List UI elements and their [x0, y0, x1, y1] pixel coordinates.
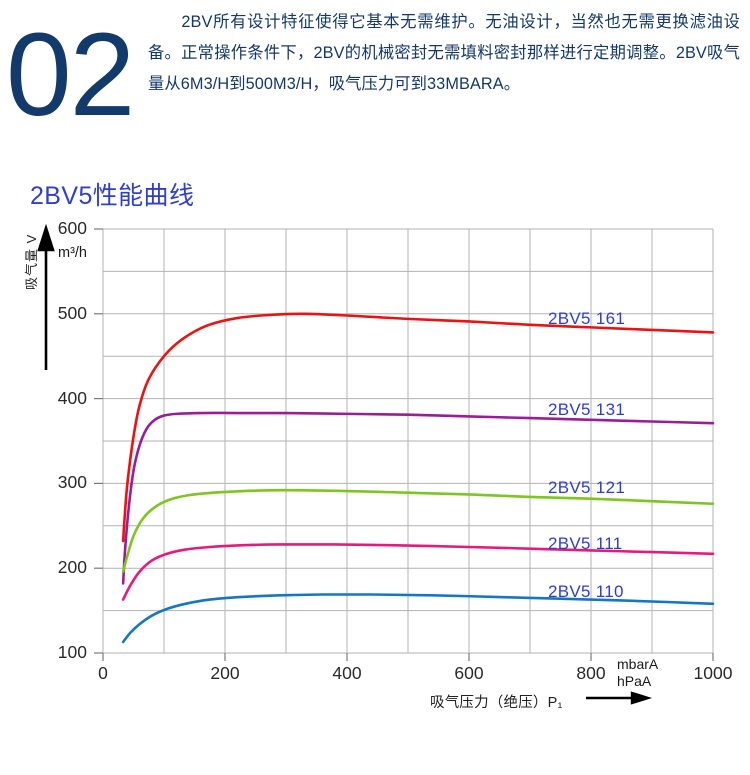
- curve-label-2bv5-111: 2BV5 111: [548, 534, 623, 553]
- chart-title: 2BV5性能曲线: [30, 182, 195, 210]
- x-tick-label: 800: [576, 663, 606, 683]
- x-tick-label: 600: [454, 663, 484, 683]
- curve-2bv5-161: [121, 312, 715, 543]
- y-tick-label: 100: [57, 642, 87, 662]
- x-tick-label: 400: [332, 663, 362, 683]
- curve-2bv5-110: [121, 593, 715, 644]
- x-axis-caption: 吸气压力（绝压）P₁: [430, 695, 563, 711]
- y-axis-unit: m³/h: [58, 245, 87, 261]
- x-axis-arrow-icon: [586, 691, 653, 705]
- curve-2bv5-111: [121, 543, 715, 601]
- y-tick-label: 500: [57, 302, 87, 323]
- curve-label-2bv5-121: 2BV5 121: [548, 478, 626, 497]
- y-tick-label: 400: [57, 387, 87, 408]
- curve-label-2bv5-161: 2BV5 161: [548, 309, 626, 328]
- x-axis-unit: mbarA hPaA: [617, 656, 658, 690]
- section-paragraph: 2BV所有设计特征使得它基本无需维护。无油设计，当然也无需更换滤油设备。正常操作…: [148, 13, 740, 93]
- y-axis-caption: 吸气量 V: [24, 233, 39, 290]
- x-axis-unit-line2: hPaA: [617, 673, 652, 689]
- x-axis-unit-line1: mbarA: [617, 656, 659, 672]
- y-tick-label: 200: [57, 557, 87, 578]
- curve-2bv5-121: [121, 488, 715, 573]
- curve-2bv5-131: [121, 411, 715, 585]
- curve-label-2bv5-110: 2BV5 110: [548, 582, 624, 601]
- x-tick-label: 0: [98, 663, 108, 683]
- y-tick-label: 600: [57, 218, 87, 238]
- x-tick-label: 1000: [693, 663, 733, 683]
- x-tick-label: 200: [210, 663, 240, 683]
- y-axis-arrow-icon: [37, 223, 55, 370]
- curve-label-2bv5-131: 2BV5 131: [548, 400, 626, 419]
- header-section: 02 2BV所有设计特征使得它基本无需维护。无油设计，当然也无需更换滤油设备。正…: [0, 0, 750, 160]
- section-number: 02: [6, 9, 135, 141]
- y-tick-label: 300: [57, 472, 87, 493]
